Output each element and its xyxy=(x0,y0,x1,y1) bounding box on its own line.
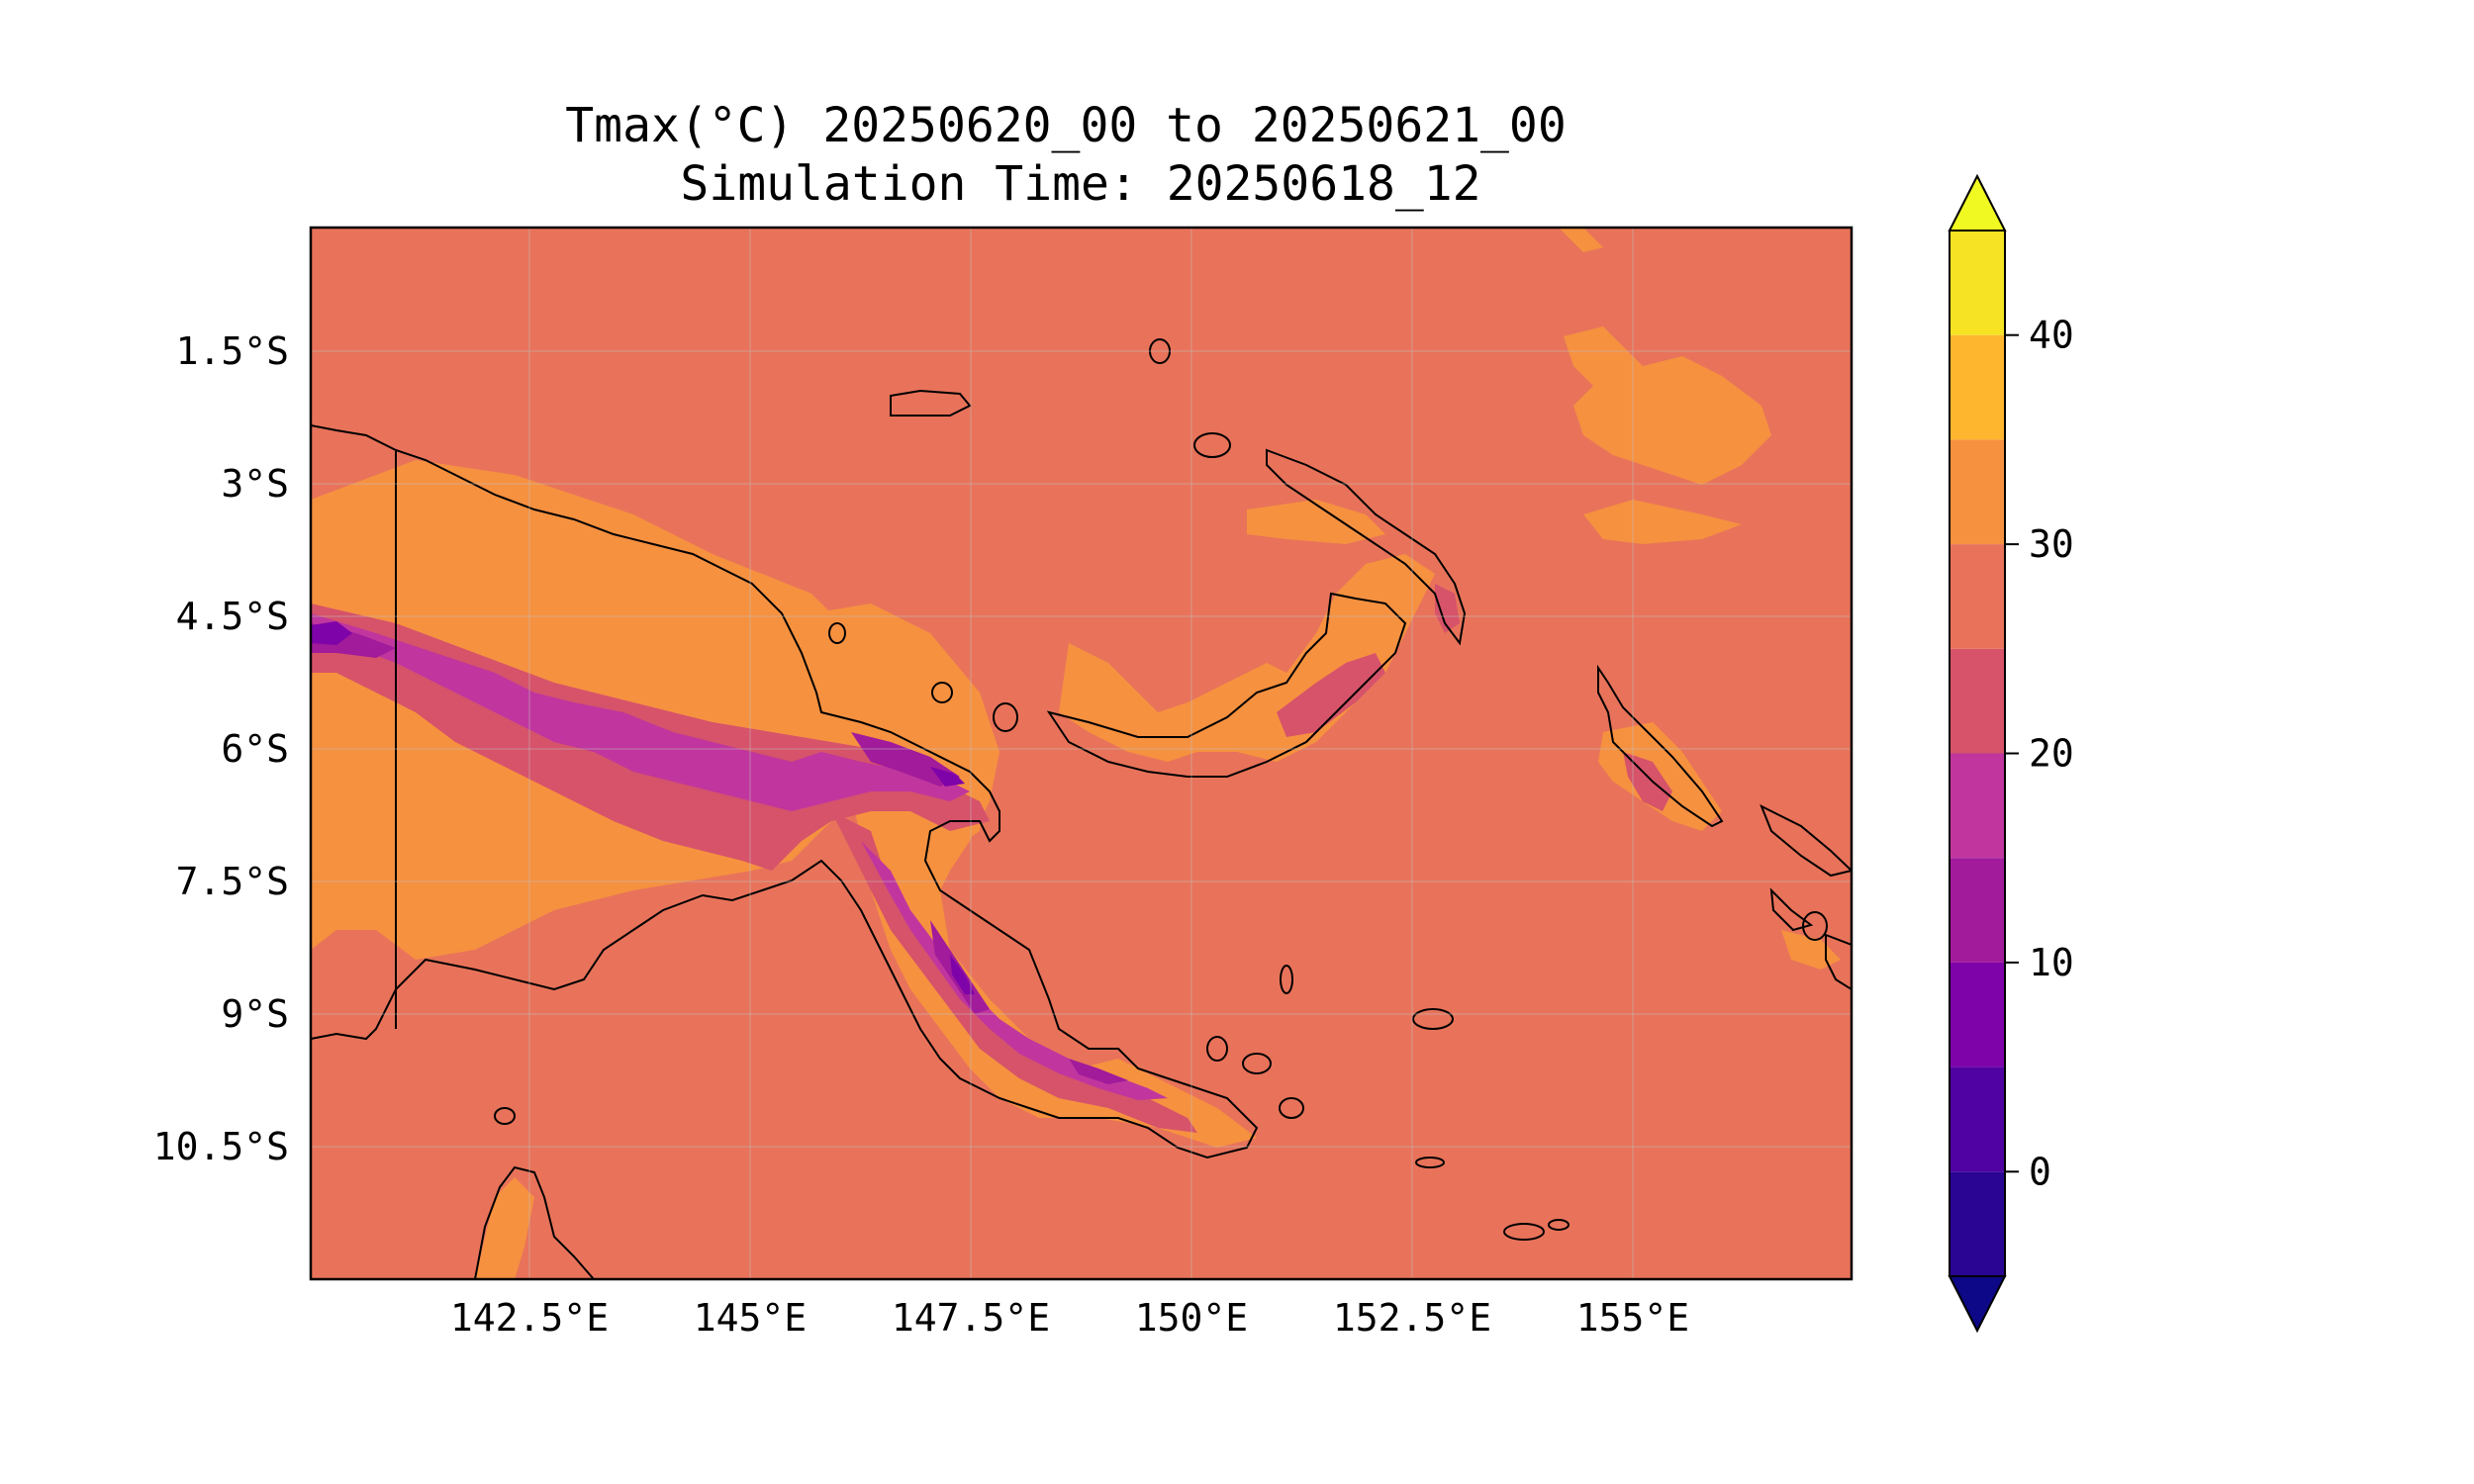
colorbar-segment xyxy=(1950,648,2005,754)
lon-tick: 145°E xyxy=(694,1296,807,1340)
map-panel xyxy=(311,228,1852,1279)
lat-tick: 1.5°S xyxy=(176,329,289,373)
lat-tick: 7.5°S xyxy=(176,860,289,903)
lon-tick: 152.5°E xyxy=(1333,1296,1491,1340)
lon-tick: 142.5°E xyxy=(450,1296,609,1340)
colorbar-segment xyxy=(1950,231,2005,335)
lon-tick: 155°E xyxy=(1576,1296,1689,1340)
coastlines xyxy=(311,338,1852,1279)
colorbar-segment xyxy=(1950,858,2005,963)
tmax-10-15-regions xyxy=(311,623,1128,1084)
title-line-2: Simulation Time: 20250618_12 xyxy=(680,156,1480,212)
colorbar-tick-label: 0 xyxy=(2029,1150,2051,1193)
colorbar-tick-label: 30 xyxy=(2029,522,2074,566)
colorbar-over-arrow xyxy=(1948,173,2007,232)
colorbar-tick-label: 20 xyxy=(2029,732,2074,776)
colorbar-segment xyxy=(1950,334,2005,440)
gridlines xyxy=(311,228,1852,1279)
colorbar-segment xyxy=(1950,1067,2005,1172)
lat-tick: 4.5°S xyxy=(176,595,289,638)
lat-tick-labels: 1.5°S 3°S 4.5°S 6°S 7.5°S 9°S 10.5°S xyxy=(153,329,289,1168)
colorbar: 0 10 20 30 40 xyxy=(1948,173,2074,1334)
colorbar-segment xyxy=(1950,962,2005,1067)
colorbar-under-arrow xyxy=(1948,1275,2007,1334)
colorbar-segment xyxy=(1950,1171,2005,1276)
colorbar-tick-label: 40 xyxy=(2029,314,2074,357)
title-line-1: Tmax(°C) 20250620_00 to 20250621_00 xyxy=(565,98,1566,153)
tmax-15-20-regions xyxy=(311,613,1168,1100)
lat-tick: 10.5°S xyxy=(153,1125,289,1168)
lat-tick: 3°S xyxy=(221,462,289,506)
lon-tick-labels: 142.5°E 145°E 147.5°E 150°E 152.5°E 155°… xyxy=(450,1296,1689,1340)
lat-tick: 9°S xyxy=(221,992,289,1036)
colorbar-segment xyxy=(1950,439,2005,545)
lat-tick: 6°S xyxy=(221,727,289,771)
colorbar-segment xyxy=(1950,753,2005,859)
map-frame xyxy=(309,226,1854,1281)
lon-tick: 150°E xyxy=(1135,1296,1248,1340)
tmax-5-10-regions xyxy=(311,621,975,994)
colorbar-tick-label: 10 xyxy=(2029,941,2074,984)
lon-tick: 147.5°E xyxy=(892,1296,1050,1340)
colorbar-segment xyxy=(1950,544,2005,649)
